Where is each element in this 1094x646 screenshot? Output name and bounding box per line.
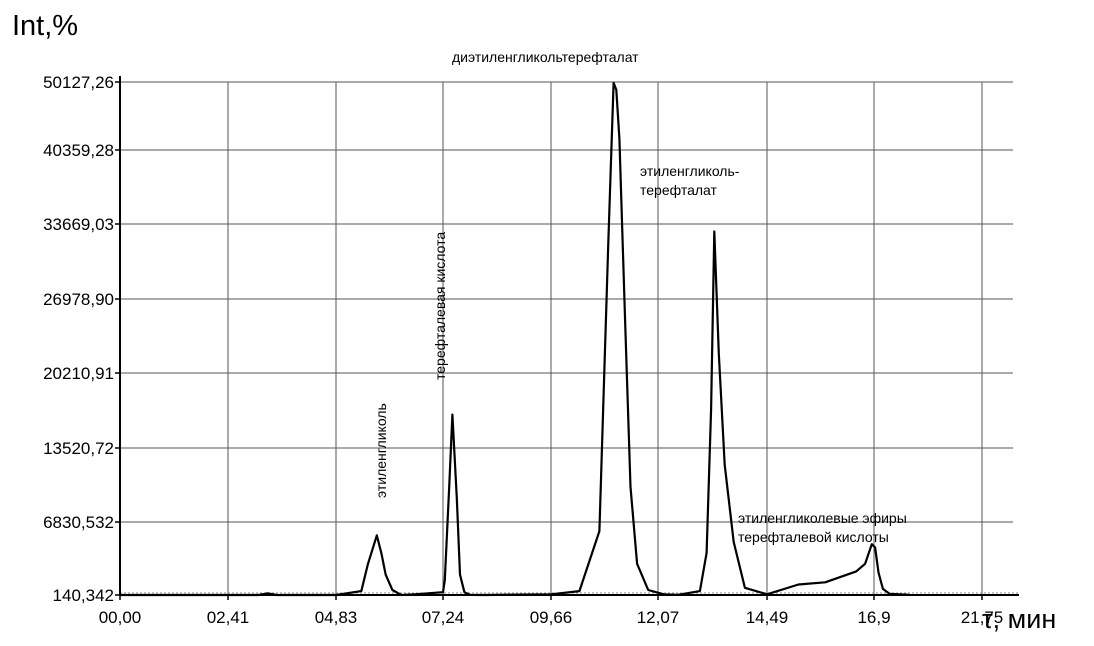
annotation-terephthalic-acid: терефталевая кислота bbox=[432, 231, 448, 380]
y-tick-label: 20210,91 bbox=[43, 364, 114, 383]
annotation-glycol-esters: этиленгликолевые эфиры терефталевой кисл… bbox=[738, 510, 907, 545]
y-axis-label: Int,% bbox=[12, 10, 79, 42]
x-tick-label: 04,83 bbox=[315, 608, 358, 627]
x-tick-label: 14,49 bbox=[746, 608, 789, 627]
axes bbox=[119, 76, 1019, 596]
y-tick-label: 50127,26 bbox=[43, 73, 114, 92]
annotation-ethylene-glycol: этиленгликоль bbox=[373, 403, 389, 498]
x-tick-label: 07,24 bbox=[422, 608, 465, 627]
y-tick-label: 13520,72 bbox=[43, 439, 114, 458]
x-tick-label: 21,75 bbox=[961, 608, 1004, 627]
grid bbox=[120, 81, 1019, 595]
x-tick-label: 09,66 bbox=[530, 608, 573, 627]
x-axis-label: τ, мин bbox=[982, 604, 1057, 634]
x-tick-label: 12,07 bbox=[637, 608, 680, 627]
annotation-diethylene-glycol-terephthalate: диэтиленгликольтерефталат bbox=[452, 49, 639, 65]
x-tick-label: 16,9 bbox=[857, 608, 890, 627]
x-tick-label: 02,41 bbox=[207, 608, 250, 627]
y-tick-label: 33669,03 bbox=[43, 215, 114, 234]
y-tick-label: 26978,90 bbox=[43, 290, 114, 309]
x-tick-label: 00,00 bbox=[99, 608, 142, 627]
x-tick-labels: 00,00 02,41 04,83 07,24 09,66 12,07 14,49 16,9 2… bbox=[99, 595, 1004, 627]
y-tick-label: 140,342 bbox=[53, 586, 114, 605]
y-tick-labels: 140,342 6830,532 13520,72 20210,91 26978,90 3… bbox=[43, 73, 120, 605]
annotation-ethylene-glycol-terephthalate: этиленгликоль- терефталат bbox=[640, 163, 740, 198]
y-tick-label: 6830,532 bbox=[43, 513, 114, 532]
series-line bbox=[120, 81, 910, 597]
y-tick-label: 40359,28 bbox=[43, 141, 114, 160]
